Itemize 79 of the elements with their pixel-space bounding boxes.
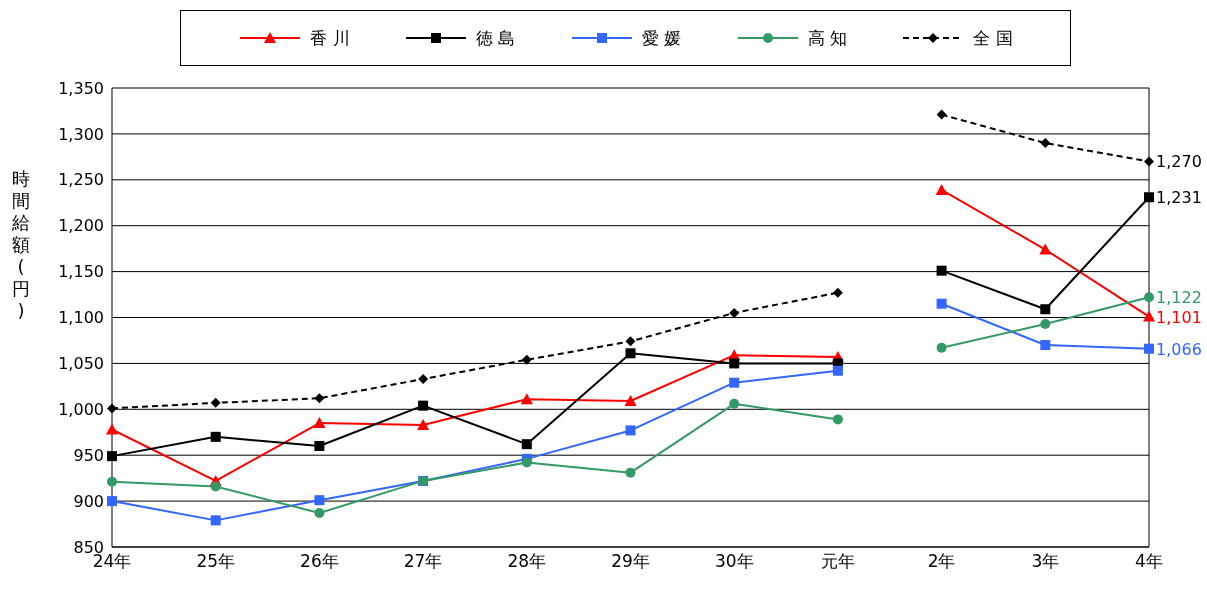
x-tick-label: 29年 (611, 551, 650, 572)
y-tick-label: 1,300 (58, 124, 104, 144)
x-tick-label: 25年 (196, 551, 236, 572)
x-tick-label: 28年 (507, 551, 547, 572)
point (624, 395, 637, 407)
point (936, 298, 947, 309)
point (313, 417, 326, 429)
y-tick-label: 1,200 (58, 216, 104, 236)
x-tick-label: 30年 (714, 551, 754, 572)
data-label: 1,231 (1156, 188, 1202, 208)
point (210, 515, 221, 526)
y-tick-label: 1,150 (58, 262, 104, 282)
point (625, 425, 636, 436)
point (210, 431, 221, 442)
point (1040, 304, 1051, 315)
point (210, 397, 221, 408)
point (521, 457, 532, 468)
point (935, 183, 948, 195)
point (936, 265, 947, 276)
point (107, 451, 117, 462)
point (729, 358, 740, 369)
legend-label: 高 知 (807, 26, 847, 50)
point (729, 307, 740, 318)
point (832, 414, 843, 425)
y-tick-label: 900 (73, 491, 104, 511)
data-label: 1,066 (1156, 339, 1202, 359)
data-label: 1,270 (1156, 152, 1202, 172)
point (314, 508, 325, 519)
legend-label: 全 国 (973, 26, 1013, 50)
legend-label: 香 川 (310, 26, 350, 50)
x-tick-label: 2年 (927, 551, 956, 572)
x-tick-label: 26年 (300, 551, 339, 572)
point (625, 348, 636, 359)
legend-label: 徳 島 (475, 26, 516, 50)
point (521, 439, 532, 450)
point (1144, 343, 1154, 354)
y-axis-title: 時間給額(円) (11, 168, 31, 322)
point (521, 354, 532, 365)
point (107, 476, 117, 487)
point (418, 400, 429, 411)
point (1040, 138, 1051, 149)
x-tick-label: 4年 (1135, 551, 1163, 572)
point (625, 336, 636, 347)
point (1144, 292, 1154, 303)
point (418, 374, 429, 385)
point (729, 398, 740, 409)
point (1143, 310, 1155, 322)
point (314, 441, 325, 452)
point (1040, 340, 1051, 351)
y-tick-label: 1,250 (58, 170, 104, 190)
y-tick-label: 1,350 (58, 78, 104, 98)
point (1040, 318, 1051, 329)
y-tick-label: 950 (73, 445, 104, 465)
point (314, 393, 325, 404)
point (314, 495, 325, 506)
point (936, 342, 947, 353)
legend-label: 愛 媛 (641, 26, 682, 50)
y-tick-label: 1,000 (58, 399, 104, 419)
x-tick-label: 27年 (403, 551, 443, 572)
y-tick-label: 1,050 (58, 354, 104, 374)
x-tick-label: 元年 (820, 551, 855, 572)
point (106, 423, 118, 435)
point (729, 377, 740, 388)
point (832, 365, 843, 376)
point (210, 481, 221, 492)
x-tick-label: 3年 (1031, 551, 1060, 572)
point (107, 403, 117, 414)
point (417, 418, 430, 430)
point (520, 393, 533, 405)
point (1144, 192, 1154, 203)
point (107, 496, 117, 507)
point (832, 287, 843, 298)
data-label: 1,122 (1156, 288, 1202, 308)
point (936, 109, 947, 120)
data-label: 1,101 (1156, 307, 1202, 327)
y-tick-label: 1,100 (58, 308, 104, 328)
point (1144, 156, 1154, 167)
point (625, 467, 636, 478)
point (1039, 243, 1052, 255)
